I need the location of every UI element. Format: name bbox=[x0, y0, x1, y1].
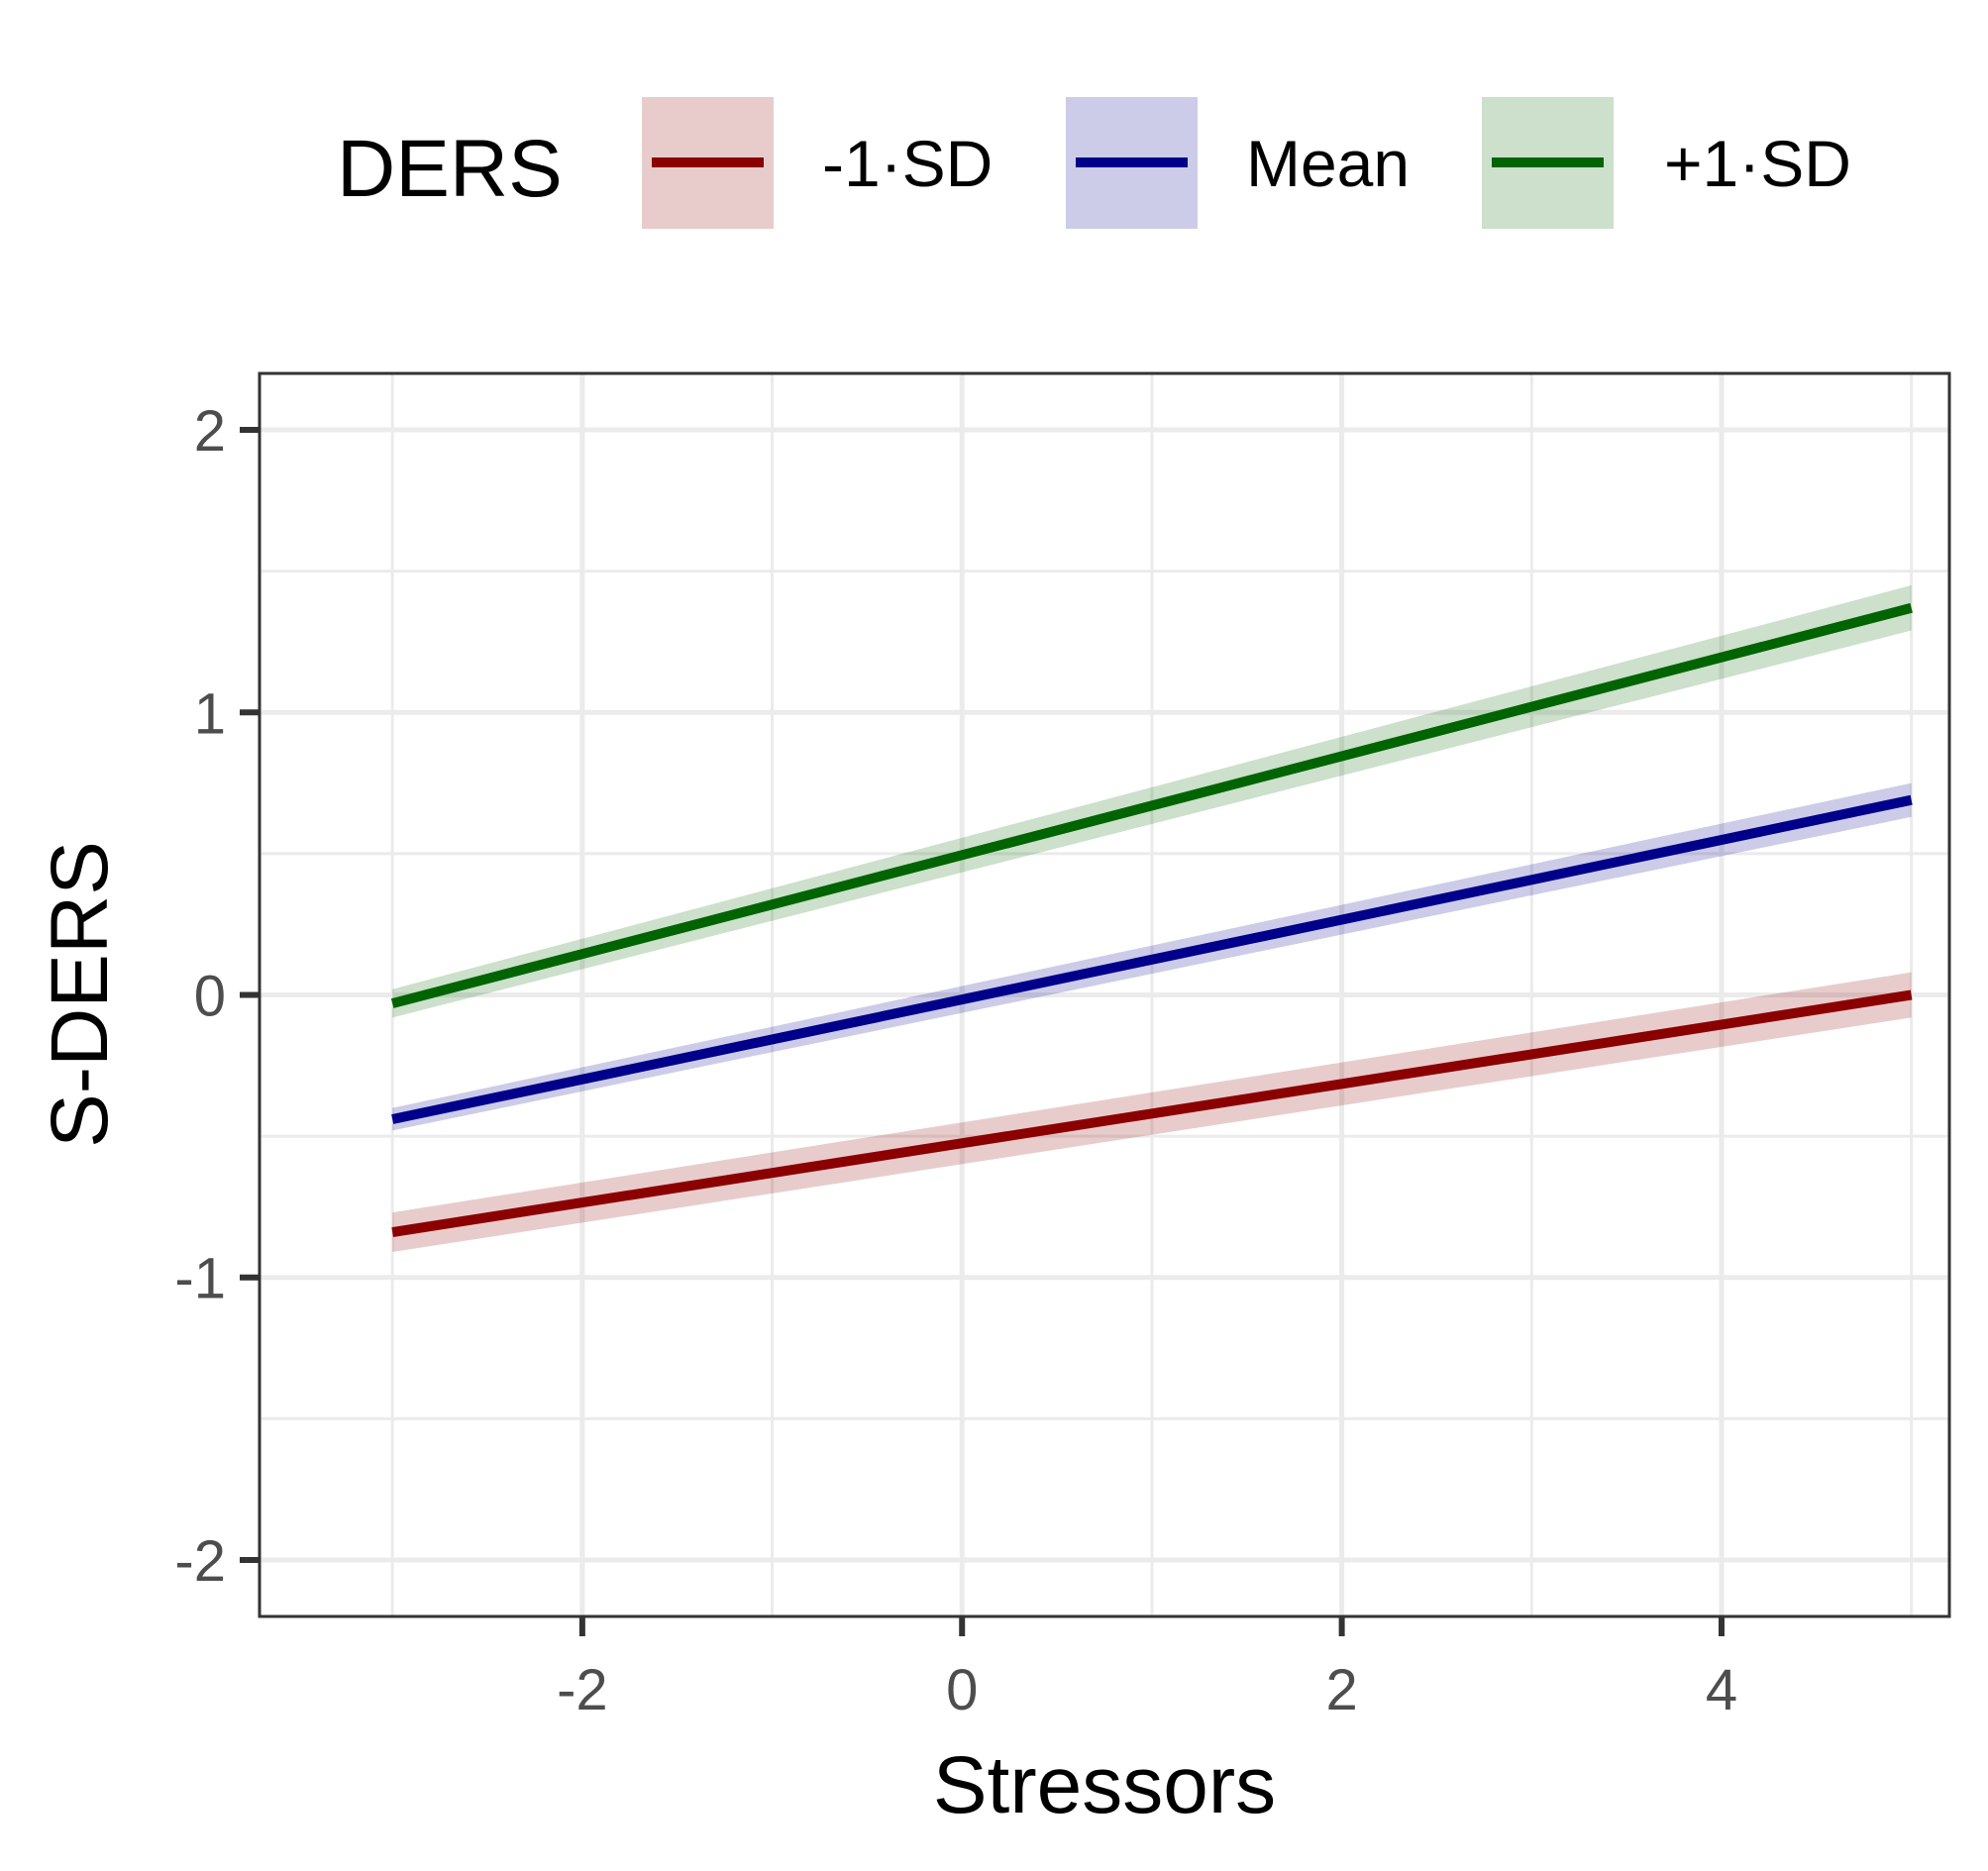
legend-label-plus-1sd: +1·SD bbox=[1664, 127, 1851, 200]
y-tick-label: -1 bbox=[174, 1247, 226, 1311]
legend-item-minus-1sd: -1·SD bbox=[642, 97, 993, 229]
series-lines bbox=[390, 602, 1913, 1238]
legend-title: DERS bbox=[337, 124, 563, 214]
y-axis: -2 -1 0 1 2 bbox=[174, 399, 260, 1594]
x-tick-label: 4 bbox=[1706, 1658, 1737, 1722]
y-tick-label: 0 bbox=[194, 965, 226, 1029]
legend: DERS -1·SD Mean +1·SD bbox=[337, 97, 1851, 229]
x-axis: -2 0 2 4 bbox=[557, 1616, 1737, 1722]
major-gridlines bbox=[260, 373, 1949, 1616]
y-tick-label: 2 bbox=[194, 399, 226, 464]
legend-item-plus-1sd: +1·SD bbox=[1482, 97, 1851, 229]
x-tick-label: 2 bbox=[1325, 1658, 1357, 1722]
series-line-minus-1sd bbox=[391, 989, 1913, 1238]
legend-item-mean: Mean bbox=[1066, 97, 1410, 229]
y-tick-label: -2 bbox=[174, 1529, 226, 1594]
x-tick-label: -2 bbox=[557, 1658, 608, 1722]
series-line-mean bbox=[391, 794, 1913, 1124]
legend-label-mean: Mean bbox=[1246, 127, 1410, 200]
legend-label-minus-1sd: -1·SD bbox=[822, 127, 993, 200]
y-axis-title: S-DERS bbox=[35, 841, 125, 1148]
x-axis-title: Stressors bbox=[933, 1740, 1276, 1830]
y-tick-label: 1 bbox=[194, 681, 226, 746]
series-line-plus-1sd bbox=[390, 602, 1913, 1008]
x-tick-label: 0 bbox=[946, 1658, 978, 1722]
